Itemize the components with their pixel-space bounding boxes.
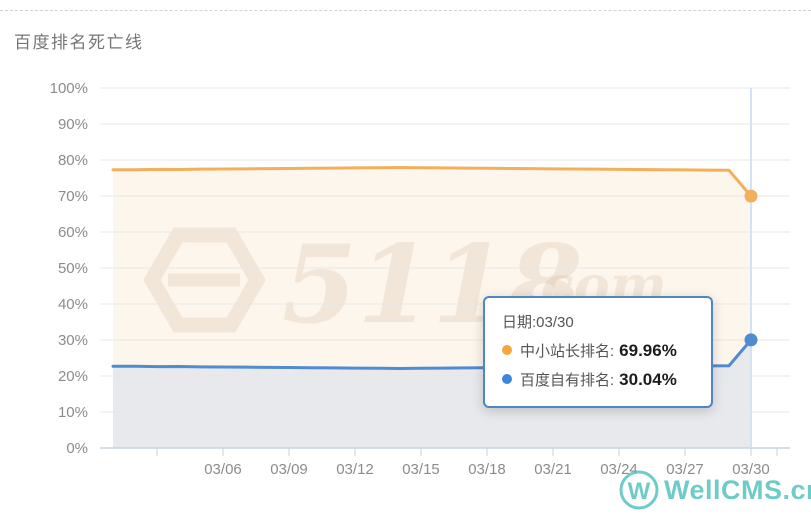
tooltip-date: 日期:03/30: [502, 314, 574, 331]
y-axis-label: 10%: [58, 404, 88, 421]
tooltip-series-row: 中小站长排名: 69.96%: [502, 337, 699, 366]
series-blue-dot-icon: [502, 374, 512, 384]
tooltip-series-label: 中小站长排名:: [520, 343, 615, 360]
data-point-marker-0[interactable]: [744, 189, 758, 203]
y-axis-label: 100%: [50, 80, 88, 97]
x-axis-label: 03/15: [402, 461, 440, 478]
wellcms-watermark: W WellCMS.cn: [618, 468, 811, 512]
top-dashed-divider: [0, 10, 811, 11]
y-axis-label: 50%: [58, 260, 88, 277]
x-axis-label: 03/06: [204, 461, 242, 478]
x-axis-label: 03/09: [270, 461, 308, 478]
y-axis-label: 60%: [58, 224, 88, 241]
x-axis-label: 03/21: [534, 461, 572, 478]
page-title: 百度排名死亡线: [14, 33, 144, 52]
tooltip-series-value: 69.96%: [619, 341, 677, 360]
y-axis-label: 20%: [58, 368, 88, 385]
y-axis-label: 40%: [58, 296, 88, 313]
series-line-0: [111, 166, 753, 198]
tooltip-series-value: 30.04%: [619, 370, 677, 389]
wellcms-logo-letter: W: [628, 478, 651, 505]
data-point-marker-1[interactable]: [744, 333, 758, 347]
y-axis-label: 30%: [58, 332, 88, 349]
tooltip-series-row: 百度自有排名: 30.04%: [502, 366, 699, 395]
x-axis-label: 03/18: [468, 461, 506, 478]
x-axis-label: 03/30: [732, 461, 770, 478]
wellcms-logo-icon: W: [619, 470, 659, 510]
wellcms-watermark-text: WellCMS.cn: [664, 474, 811, 505]
x-axis-label: 03/27: [666, 461, 704, 478]
series-orange-dot-icon: [502, 345, 512, 355]
y-axis-label: 90%: [58, 116, 88, 133]
chart-tooltip: 日期:03/30 中小站长排名: 69.96% 百度自有排名: 30.04%: [483, 296, 713, 408]
watermark-5118-logo-icon: [143, 227, 266, 333]
tooltip-series-label: 百度自有排名:: [520, 372, 615, 389]
y-axis-label: 80%: [58, 152, 88, 169]
y-axis-label: 70%: [58, 188, 88, 205]
x-axis-label: 03/12: [336, 461, 374, 478]
y-axis-label: 0%: [66, 440, 88, 457]
